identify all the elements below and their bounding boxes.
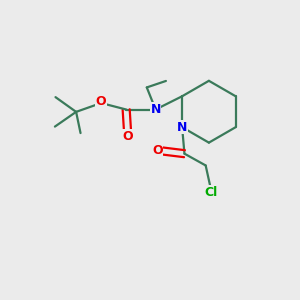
Text: N: N [177,121,187,134]
Text: N: N [150,103,161,116]
Text: Cl: Cl [204,186,218,199]
Text: O: O [152,144,163,157]
Text: O: O [96,95,106,108]
Text: O: O [122,130,133,142]
